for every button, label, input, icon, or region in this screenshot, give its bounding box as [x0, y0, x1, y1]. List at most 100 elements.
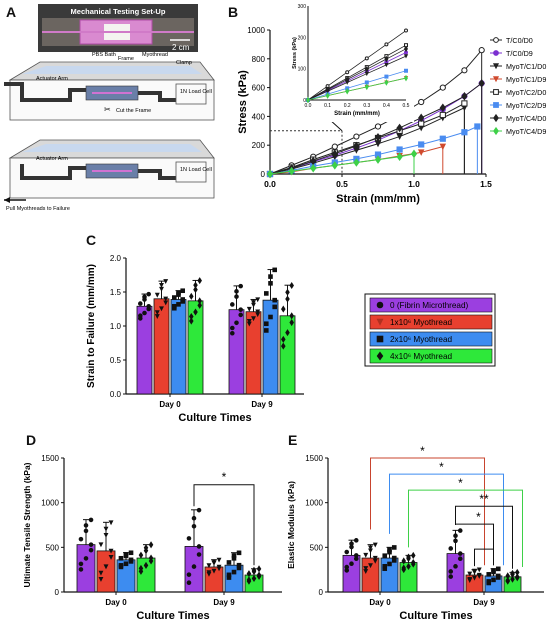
legend-marker — [492, 76, 500, 83]
uts-chart: 0 500 1000 1500 Day 0 Day 9 Culture Times Ultim… — [22, 454, 282, 622]
data-point — [216, 557, 222, 563]
svg-text:Myothread: Myothread — [142, 52, 168, 58]
data-point — [396, 152, 403, 162]
data-point — [108, 548, 114, 554]
data-point — [189, 292, 194, 300]
legend-label: MyoT/C1/D0 — [506, 62, 546, 71]
data-point — [191, 564, 197, 569]
inset-series-line — [307, 52, 407, 101]
bar-group — [224, 550, 244, 593]
data-point — [387, 547, 392, 553]
inset-y-tick-label: 200 — [298, 35, 307, 41]
y-tick-label: 0.5 — [110, 356, 122, 365]
data-point — [457, 551, 463, 556]
bar-group — [342, 538, 361, 593]
bar — [224, 564, 244, 593]
data-point — [344, 549, 350, 555]
significance-bracket — [474, 548, 494, 567]
inset-y-tick-label: 0 — [303, 98, 306, 104]
data-point — [505, 576, 511, 584]
data-point — [439, 103, 446, 113]
data-point — [344, 564, 350, 570]
panel-letter-b: B — [228, 4, 239, 20]
significance-star: * — [420, 444, 425, 458]
data-point — [374, 132, 382, 142]
data-point — [272, 267, 277, 273]
data-point — [461, 67, 468, 74]
data-point — [486, 572, 492, 577]
significance-star: ** — [479, 492, 489, 506]
data-point — [264, 291, 269, 296]
svg-text:Actuator Arm: Actuator Arm — [36, 156, 68, 162]
data-point — [231, 553, 237, 558]
inset-data-point — [403, 54, 409, 59]
y-tick-label: 0 — [319, 588, 324, 597]
data-point — [495, 573, 501, 579]
data-point — [172, 295, 177, 300]
data-point — [374, 123, 382, 130]
data-point — [382, 553, 388, 558]
x-axis-label: Culture Times — [399, 610, 472, 622]
bar-group — [399, 551, 418, 593]
data-point — [118, 563, 124, 568]
inset-series-line — [307, 77, 407, 101]
legend-marker — [493, 37, 499, 43]
data-point — [264, 328, 269, 333]
y-tick-label: 1.5 — [110, 288, 122, 297]
significance-bracket — [193, 484, 255, 566]
inset-series-MyoT/C4/D9 — [306, 74, 408, 104]
data-point — [289, 318, 294, 327]
y-tick-label: 1000 — [305, 499, 323, 508]
data-point — [189, 313, 194, 321]
bar-group — [76, 517, 96, 593]
inset-data-point — [404, 45, 408, 53]
data-point — [331, 161, 338, 170]
legend-label: T/C0/D0 — [506, 36, 533, 45]
data-point — [176, 290, 181, 295]
data-point — [266, 169, 274, 179]
data-point — [191, 515, 197, 521]
svg-text:Cut the Frame: Cut the Frame — [116, 108, 151, 114]
data-point — [349, 541, 354, 546]
inset-data-point — [404, 74, 408, 82]
y-tick-label: 0.0 — [110, 390, 122, 399]
data-point — [391, 545, 397, 550]
inset-data-point — [384, 42, 389, 47]
photo-title: Mechanical Testing Set-Up — [71, 7, 166, 16]
bar-group — [187, 277, 204, 395]
svg-text:1N Load Cell: 1N Load Cell — [180, 167, 212, 173]
legend-label: T/C0/D9 — [506, 49, 533, 58]
inset-x-tick-label: 0.3 — [363, 103, 370, 109]
inset-data-point — [384, 74, 389, 79]
data-point — [230, 330, 235, 336]
data-point — [486, 579, 492, 584]
data-point — [154, 310, 160, 316]
bar-group — [96, 520, 116, 593]
data-point — [197, 297, 202, 305]
data-point — [238, 307, 243, 312]
data-point — [230, 325, 235, 331]
bar-group — [184, 507, 204, 593]
data-point — [396, 133, 403, 141]
bar — [96, 550, 116, 593]
data-point — [176, 302, 181, 307]
x-category-label: Day 0 — [369, 598, 391, 607]
data-point — [264, 321, 269, 327]
inset-series-line — [307, 55, 407, 101]
inset-x-label: Strain (mm/mm) — [334, 111, 380, 117]
series-line — [269, 107, 465, 175]
data-point — [103, 526, 109, 532]
data-point — [143, 544, 149, 552]
significance-bracket — [408, 489, 523, 567]
y-tick-label: 1500 — [305, 454, 323, 463]
inset-y-tick-label: 100 — [298, 67, 307, 73]
legend-label: 1x10⁶ Myothread — [390, 318, 453, 327]
data-point — [231, 569, 237, 575]
inset-data-point — [306, 96, 310, 104]
y-tick-label: 2.0 — [110, 254, 122, 263]
data-point — [448, 569, 454, 574]
data-point — [453, 538, 458, 544]
inset-x-tick-label: 0.5 — [403, 103, 410, 109]
data-point — [230, 302, 235, 307]
load-cell-top — [175, 83, 207, 105]
